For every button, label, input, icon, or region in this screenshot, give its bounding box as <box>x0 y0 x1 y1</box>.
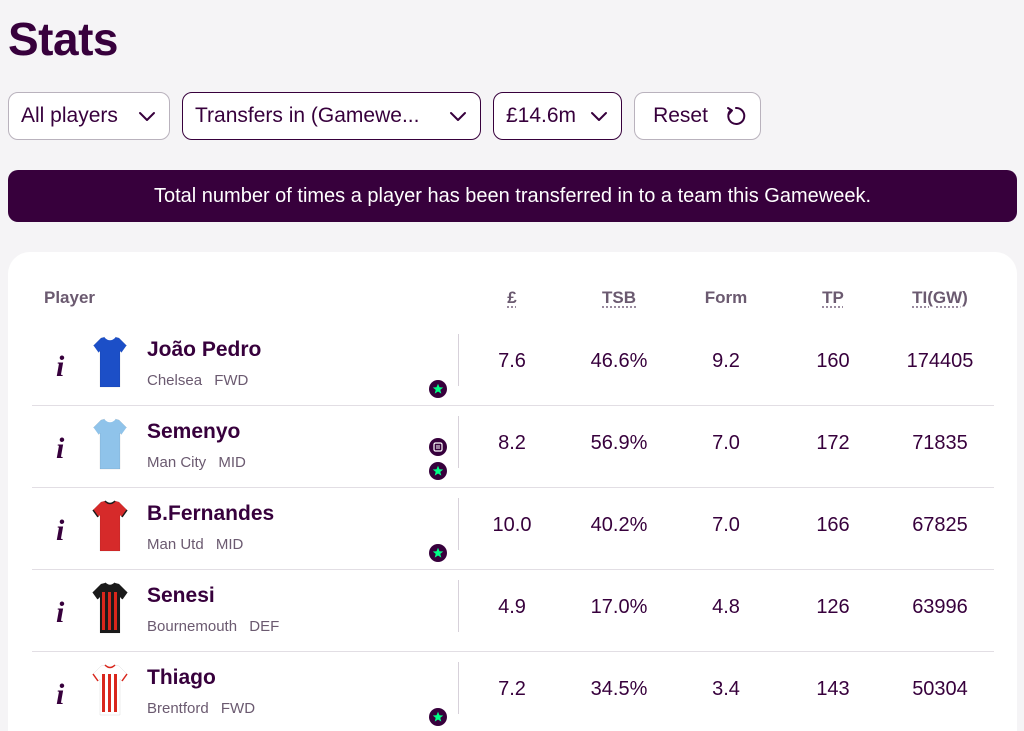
cell-form: 4.8 <box>676 596 776 619</box>
cell-ti: 50304 <box>890 678 990 701</box>
player-meta: Man City MID <box>147 454 246 471</box>
cell-ti: 67825 <box>890 514 990 537</box>
player-info-icon[interactable]: i <box>56 596 72 630</box>
cell-form: 7.0 <box>676 514 776 537</box>
cell-tsb: 56.9% <box>569 432 669 455</box>
shirt-icon <box>92 336 128 388</box>
star-badge-icon <box>429 544 447 562</box>
players-filter-label: All players <box>21 104 127 128</box>
column-divider <box>458 416 459 468</box>
player-name[interactable]: João Pedro <box>147 338 261 362</box>
reset-button[interactable]: Reset <box>634 92 761 140</box>
cell-form: 9.2 <box>676 350 776 373</box>
header-tsb[interactable]: TSB <box>569 288 669 308</box>
player-meta: Brentford FWD <box>147 700 255 717</box>
column-divider <box>458 662 459 714</box>
page-title: Stats <box>8 12 118 66</box>
player-name[interactable]: Senesi <box>147 584 215 608</box>
stat-description-banner: Total number of times a player has been … <box>8 170 1017 222</box>
player-team: Bournemouth <box>147 618 237 635</box>
reset-icon <box>724 104 748 128</box>
cell-tp: 166 <box>783 514 883 537</box>
cell-price: 10.0 <box>462 514 562 537</box>
cell-tsb: 46.6% <box>569 350 669 373</box>
cell-price: 8.2 <box>462 432 562 455</box>
cell-tp: 126 <box>783 596 883 619</box>
shirt-icon <box>92 418 128 470</box>
cell-tsb: 40.2% <box>569 514 669 537</box>
player-info-icon[interactable]: i <box>56 678 72 712</box>
player-team: Man Utd <box>147 536 204 553</box>
shirt-icon <box>92 664 128 716</box>
header-player[interactable]: Player <box>44 288 124 308</box>
table-row[interactable]: i Senesi Bournemouth DEF 4.9 17.0% 4.8 1… <box>32 570 994 652</box>
cell-price: 7.6 <box>462 350 562 373</box>
player-meta: Chelsea FWD <box>147 372 248 389</box>
cell-form: 3.4 <box>676 678 776 701</box>
stat-filter-label: Transfers in (Gamewe... <box>195 104 438 128</box>
header-form[interactable]: Form <box>676 288 776 308</box>
table-row[interactable]: i Thiago Brentford FWD 7.2 34.5% 3.4 143… <box>32 652 994 731</box>
star-badge-icon <box>429 708 447 726</box>
cell-ti: 174405 <box>890 350 990 373</box>
table-row[interactable]: i B.Fernandes Man Utd MID 10.0 40.2% 7.0… <box>32 488 994 570</box>
player-meta: Man Utd MID <box>147 536 243 553</box>
shirt-icon <box>92 582 128 634</box>
cell-tp: 172 <box>783 432 883 455</box>
cell-price: 4.9 <box>462 596 562 619</box>
chevron-down-icon <box>589 106 609 126</box>
cell-tsb: 17.0% <box>569 596 669 619</box>
shirt-icon <box>92 500 128 552</box>
reset-label: Reset <box>647 104 714 128</box>
cell-tp: 143 <box>783 678 883 701</box>
price-filter-select[interactable]: £14.6m <box>493 92 622 140</box>
news-badge-icon <box>429 438 447 456</box>
player-team: Man City <box>147 454 206 471</box>
player-position: DEF <box>249 618 279 635</box>
column-divider <box>458 334 459 386</box>
table-row[interactable]: i Semenyo Man City MID 8.2 56.9% 7.0 172… <box>32 406 994 488</box>
player-name[interactable]: Thiago <box>147 666 216 690</box>
header-tp[interactable]: TP <box>783 288 883 308</box>
star-badge-icon <box>429 380 447 398</box>
player-team: Chelsea <box>147 372 202 389</box>
price-filter-label: £14.6m <box>506 104 579 128</box>
column-divider <box>458 498 459 550</box>
players-filter-select[interactable]: All players <box>8 92 170 140</box>
cell-price: 7.2 <box>462 678 562 701</box>
header-price[interactable]: £ <box>462 288 562 308</box>
stat-filter-select[interactable]: Transfers in (Gamewe... <box>182 92 481 140</box>
chevron-down-icon <box>448 106 468 126</box>
player-position: FWD <box>214 372 248 389</box>
player-info-icon[interactable]: i <box>56 350 72 384</box>
player-position: FWD <box>221 700 255 717</box>
column-divider <box>458 580 459 632</box>
cell-ti: 63996 <box>890 596 990 619</box>
player-info-icon[interactable]: i <box>56 432 72 466</box>
player-name[interactable]: Semenyo <box>147 420 240 444</box>
chevron-down-icon <box>137 106 157 126</box>
star-badge-icon <box>429 462 447 480</box>
cell-form: 7.0 <box>676 432 776 455</box>
player-name[interactable]: B.Fernandes <box>147 502 274 526</box>
cell-tsb: 34.5% <box>569 678 669 701</box>
player-info-icon[interactable]: i <box>56 514 72 548</box>
player-meta: Bournemouth DEF <box>147 618 279 635</box>
cell-tp: 160 <box>783 350 883 373</box>
cell-ti: 71835 <box>890 432 990 455</box>
header-ti[interactable]: TI(GW) <box>890 288 990 308</box>
player-team: Brentford <box>147 700 209 717</box>
table-row[interactable]: i João Pedro Chelsea FWD 7.6 46.6% 9.2 1… <box>32 324 994 406</box>
stats-table: Player £ TSB Form TP TI(GW) i João Pedro… <box>8 252 1017 731</box>
player-position: MID <box>216 536 244 553</box>
player-position: MID <box>218 454 246 471</box>
